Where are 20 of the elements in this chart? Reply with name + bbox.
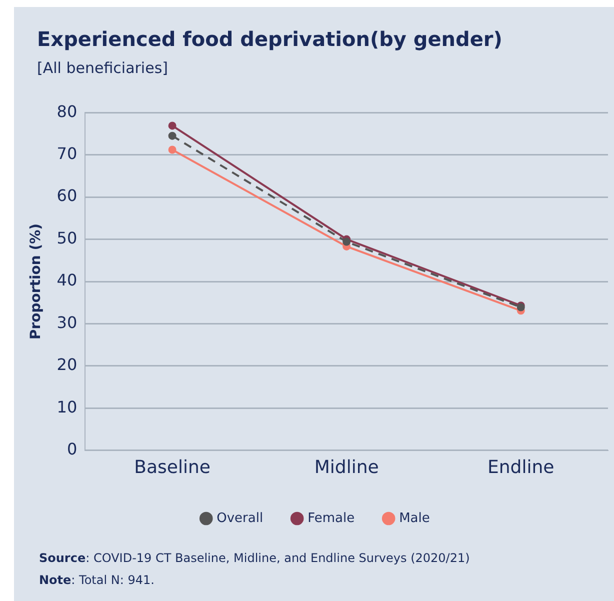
legend-label: Male [399, 510, 430, 526]
x-tick-label: Midline [314, 456, 379, 478]
chart-title: Experienced food deprivation(by gender) [37, 27, 502, 51]
y-tick-label: 10 [56, 397, 78, 416]
legend-label: Female [308, 510, 355, 526]
x-tick-label: Baseline [134, 456, 210, 478]
y-tick-label: 70 [56, 144, 78, 163]
y-tick-label: 60 [56, 186, 78, 206]
y-tick-label: 40 [56, 270, 78, 290]
legend-label: Overall [216, 510, 264, 526]
chart-subtitle: [All beneficiaries] [37, 59, 168, 77]
y-tick-label: 80 [56, 102, 78, 121]
x-tick-label: Endline [488, 456, 554, 478]
text: Note: Total N: 941. [39, 572, 156, 589]
source-note: Source: COVID-19 CT Baseline, Midline, and Endline Surveys (2020/21) [39, 550, 470, 567]
y-axis-title: Proportion (%) [28, 223, 44, 340]
y-tick-label: 20 [56, 355, 78, 374]
y-tick-label: 0 [66, 440, 78, 459]
y-tick-label: 50 [56, 228, 78, 248]
y-tick-label: 30 [56, 312, 78, 332]
